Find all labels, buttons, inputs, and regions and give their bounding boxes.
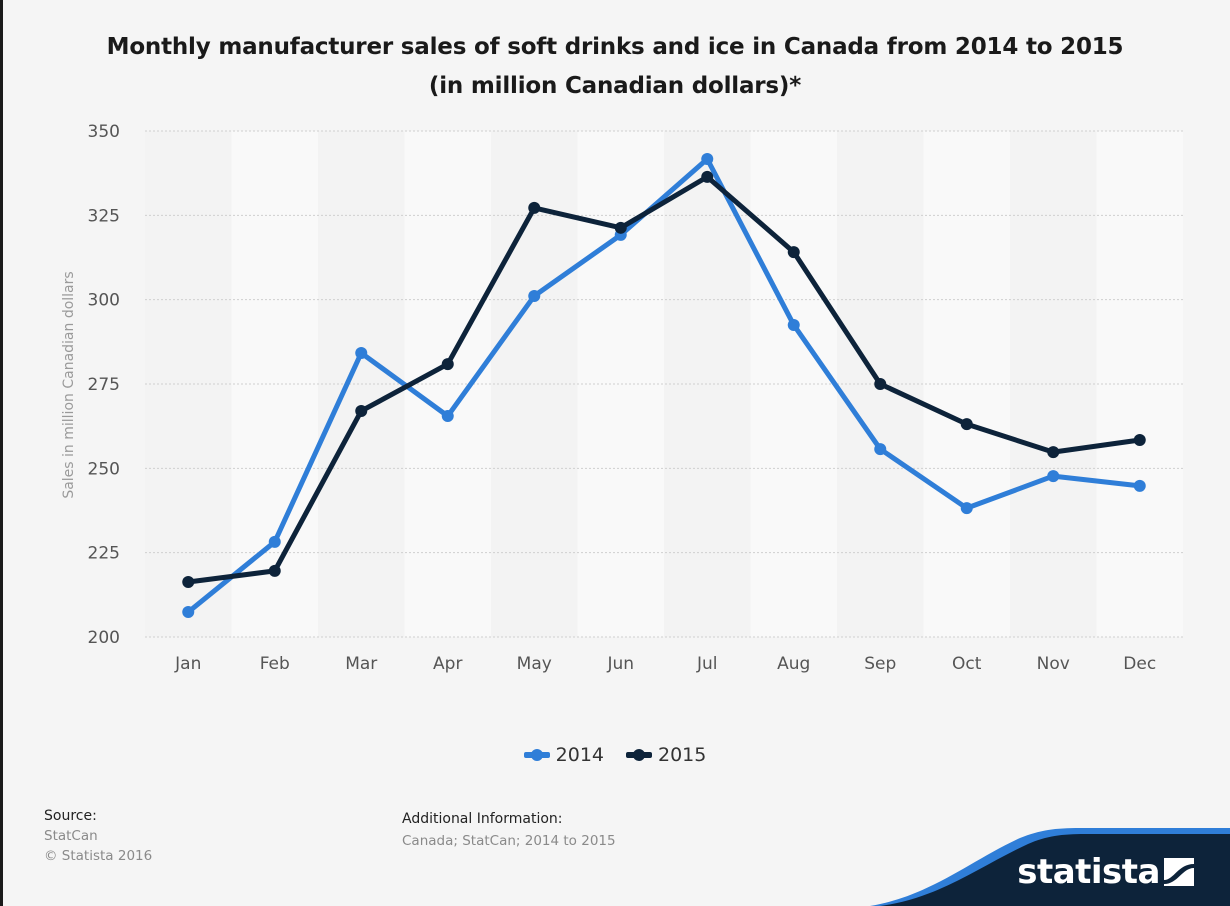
additional-info-block: Additional Information: Canada; StatCan;… (402, 808, 616, 852)
data-point-2015 (1047, 446, 1060, 459)
data-point-2015 (701, 170, 714, 183)
data-point-2015 (528, 201, 541, 214)
chart-title: Monthly manufacturer sales of soft drink… (106, 34, 1124, 99)
data-point-2014 (441, 410, 454, 423)
x-tick-label: Jul (696, 654, 718, 674)
legend-item-2015[interactable]: 2015 (626, 744, 706, 766)
legend-label-2015: 2015 (658, 744, 707, 766)
data-point-2015 (355, 404, 368, 417)
x-tick-label: Nov (1037, 654, 1070, 674)
brand-wave (870, 828, 1230, 906)
y-tick-label: 300 (88, 291, 120, 311)
data-point-2015 (960, 418, 973, 431)
statista-brand-banner[interactable]: statista (870, 826, 1230, 906)
statista-logo-icon (1164, 858, 1194, 886)
legend-marker-2015 (626, 749, 652, 761)
legend: 2014 2015 (0, 744, 1230, 766)
legend-label-2014: 2014 (555, 744, 604, 766)
y-axis-ticks: 200 225 250 275 300 325 350 (88, 122, 120, 648)
series-line-2014 (185, 156, 1143, 615)
y-tick-label: 225 (88, 544, 120, 564)
data-point-2014 (960, 502, 973, 515)
series-lines (182, 152, 1146, 619)
data-point-2015 (614, 221, 627, 234)
data-point-2015 (874, 378, 887, 390)
source-block: Source: StatCan © Statista 2016 (44, 806, 152, 866)
x-tick-label: Oct (952, 654, 982, 674)
statista-logo-text: statista (1017, 852, 1160, 892)
data-point-2015 (268, 564, 281, 577)
source-label: Source: (44, 808, 97, 824)
y-tick-label: 250 (88, 459, 120, 479)
data-point-2014 (355, 346, 368, 359)
window-left-border (0, 0, 3, 906)
data-point-2014 (182, 606, 195, 619)
copyright: © Statista 2016 (44, 848, 153, 864)
x-tick-label: Jun (606, 654, 634, 674)
additional-info-text: Canada; StatCan; 2014 to 2015 (402, 833, 616, 849)
series-2014 (182, 152, 1146, 619)
data-point-2014 (874, 443, 887, 456)
x-tick-label: Jan (174, 654, 201, 674)
gridlines (145, 130, 1183, 638)
data-point-2014 (787, 318, 800, 331)
legend-item-2014[interactable]: 2014 (523, 744, 604, 766)
column-bands (145, 131, 1183, 637)
x-tick-label: Apr (433, 654, 462, 674)
line-chart: 200 225 250 275 300 325 350 Jan Feb Mar Apr May Jun… (61, 122, 1183, 674)
y-tick-label: 350 (88, 122, 120, 142)
x-tick-label: Aug (777, 654, 810, 674)
x-tick-label: Sep (864, 654, 896, 674)
data-point-2014 (1133, 479, 1146, 492)
y-tick-label: 325 (88, 206, 120, 226)
data-point-2015 (1133, 433, 1146, 446)
series-2015 (182, 170, 1146, 589)
y-tick-label: 275 (88, 375, 120, 395)
legend-marker-2014 (523, 749, 550, 761)
data-point-2015 (182, 576, 195, 589)
y-tick-label: 200 (88, 628, 120, 648)
source-name: StatCan (44, 828, 98, 844)
data-point-2015 (441, 358, 454, 371)
x-tick-label: Feb (260, 654, 290, 674)
additional-info-label: Additional Information: (402, 811, 563, 827)
data-point-2014 (528, 289, 541, 302)
x-axis-ticks: Jan Feb Mar Apr May Jun Jul Aug Sep Oct Nov Dec (174, 654, 1156, 674)
x-tick-label: Dec (1123, 654, 1156, 674)
data-point-2014 (701, 152, 714, 165)
data-point-2015 (787, 246, 800, 259)
data-point-2014 (1047, 470, 1060, 483)
y-axis-title: Sales in million Canadian dollars (61, 271, 77, 498)
x-tick-label: Mar (345, 654, 377, 674)
x-tick-label: May (517, 654, 552, 674)
data-point-2014 (268, 535, 281, 548)
series-line-2015 (185, 174, 1143, 585)
